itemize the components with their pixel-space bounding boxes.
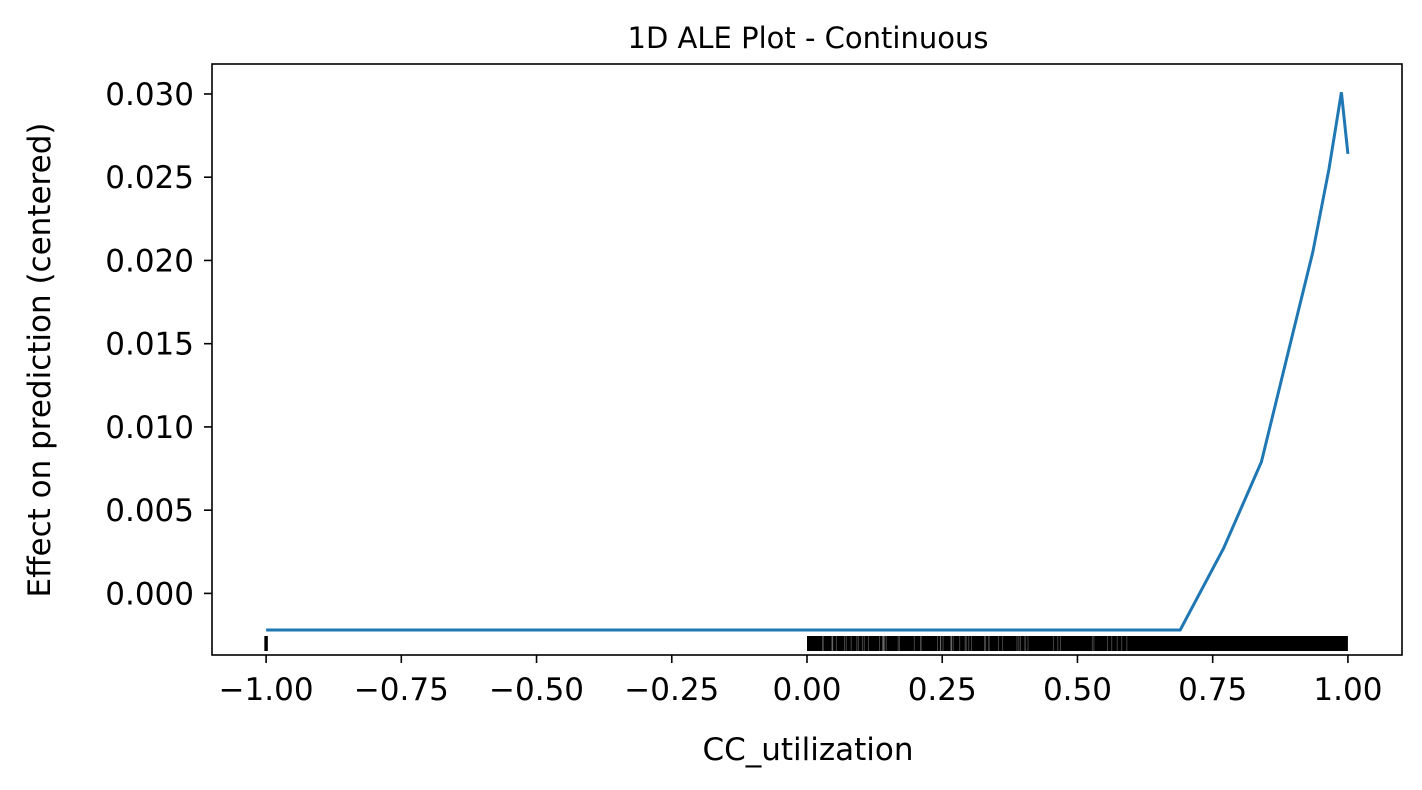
x-tick-label: −1.00 [219,672,314,708]
x-tick-label: 0.25 [908,672,977,708]
y-tick-label: 0.005 [105,493,194,529]
x-axis: −1.00 −0.75 −0.50 −0.25 0.00 0.25 0.50 0.75 1.00 [219,655,1382,708]
x-axis-label: CC_utilization [702,732,913,768]
y-axis-label: Effect on prediction (centered) [22,123,58,598]
chart-title: 1D ALE Plot - Continuous [628,21,989,55]
x-tick-label: −0.75 [354,672,449,708]
plot-frame [211,63,1403,656]
ale-line [266,92,1350,632]
x-tick-label: −0.50 [489,672,584,708]
x-tick-label: 0.75 [1178,672,1247,708]
y-tick-label: 0.030 [105,77,194,113]
y-tick-label: 0.015 [105,327,194,363]
x-tick-label: 0.00 [772,672,841,708]
y-tick-label: 0.000 [105,576,194,612]
y-tick-label: 0.020 [105,243,194,279]
x-tick-label: −0.25 [624,672,719,708]
x-tick-label: 1.00 [1313,672,1382,708]
rug-layer [264,636,1348,651]
y-tick-label: 0.010 [105,410,194,446]
rug-band [807,636,1348,651]
y-tick-label: 0.025 [105,160,194,196]
x-tick-label: 0.50 [1043,672,1112,708]
y-axis: 0.000 0.005 0.010 0.015 0.020 0.025 0.030 [105,77,212,612]
line-layer [266,92,1350,632]
